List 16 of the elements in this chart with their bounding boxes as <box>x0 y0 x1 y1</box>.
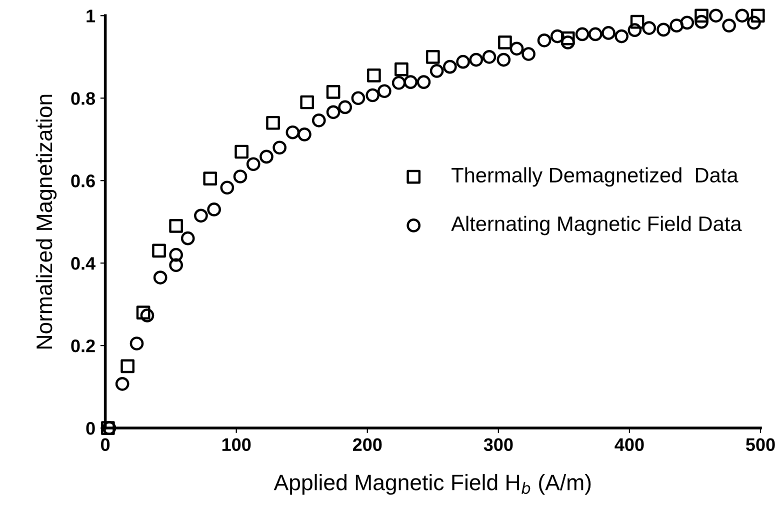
legend-label: Thermally Demagnetized Data <box>452 167 738 187</box>
x-tick-label: 200 <box>352 438 382 452</box>
y-axis-title: Normalized Magnetization <box>36 94 57 348</box>
y-tick-label: 0.8 <box>71 92 96 105</box>
x-tick-label: 400 <box>614 438 644 452</box>
x-axis-title: Applied Magnetic Field H$_{b}$ (A/m) <box>274 474 591 495</box>
x-tick-label: 0 <box>100 438 110 452</box>
y-tick-label: 0.4 <box>71 257 96 270</box>
y-tick-label: 1 <box>86 10 96 22</box>
x-tick-label: 300 <box>484 438 513 452</box>
x-tick-label: 500 <box>746 438 775 452</box>
y-tick-label: 0.2 <box>71 340 95 352</box>
y-tick-label: 0 <box>86 422 95 435</box>
y-tick-label: 0.6 <box>71 174 95 188</box>
legend-label: Alternating Magnetic Field Data <box>451 216 742 236</box>
x-tick-label: 100 <box>222 438 251 452</box>
